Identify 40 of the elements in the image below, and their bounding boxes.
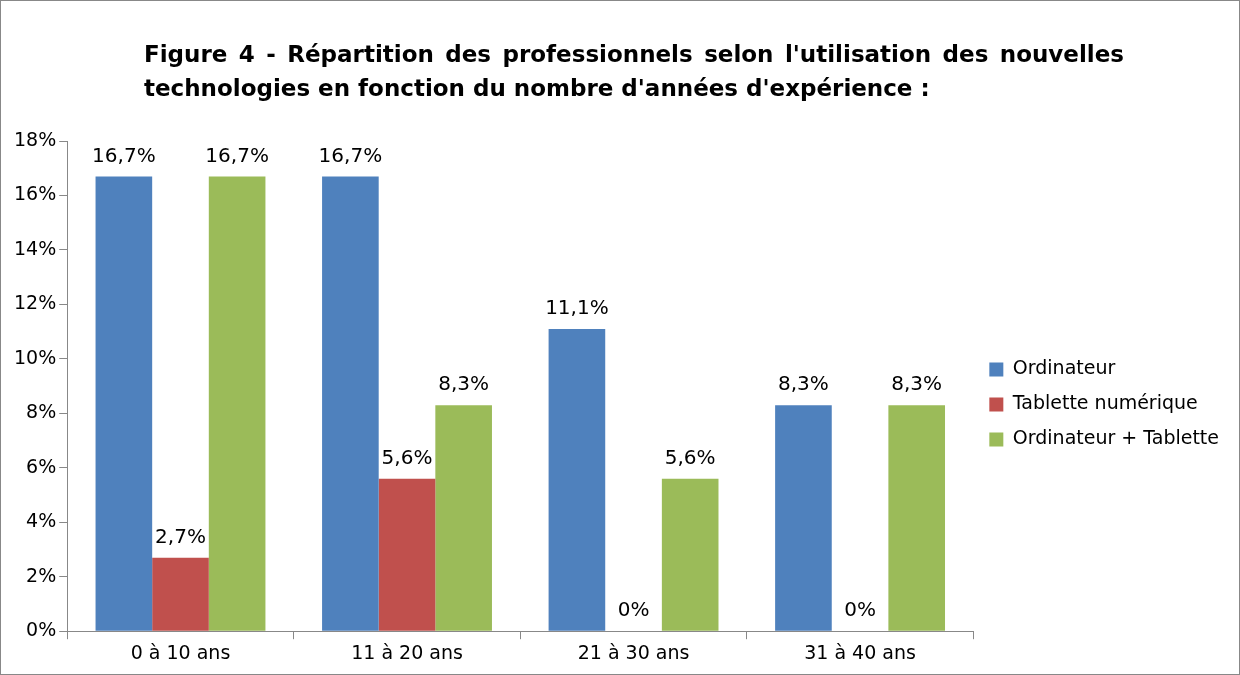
data-label: 5,6% bbox=[381, 444, 433, 469]
data-label: 0% bbox=[844, 597, 876, 622]
data-label: 5,6% bbox=[664, 444, 716, 469]
bar bbox=[95, 176, 153, 631]
y-tick-label: 6% bbox=[26, 454, 57, 477]
y-tick-label: 10% bbox=[14, 345, 57, 368]
data-label: 0% bbox=[617, 597, 650, 622]
data-label: 8,3% bbox=[891, 371, 943, 396]
bar bbox=[208, 176, 266, 631]
y-tick-label: 16% bbox=[14, 182, 57, 205]
x-tick-label: 0 à 10 ans bbox=[130, 640, 231, 663]
data-label: 2,7% bbox=[155, 523, 206, 548]
legend-label: Ordinateur + Tablette bbox=[1012, 426, 1219, 449]
y-tick-label: 18% bbox=[14, 127, 57, 150]
y-tick-label: 4% bbox=[26, 509, 57, 532]
bar bbox=[661, 478, 719, 631]
x-tick-label: 21 à 30 ans bbox=[577, 640, 690, 663]
y-tick-label: 12% bbox=[14, 291, 57, 314]
y-tick-label: 14% bbox=[14, 236, 57, 259]
y-tick-label: 0% bbox=[26, 618, 57, 641]
data-label: 8,3% bbox=[778, 371, 829, 396]
bar bbox=[378, 478, 436, 631]
data-label: 16,7% bbox=[92, 142, 156, 167]
bar bbox=[888, 405, 946, 631]
bar bbox=[152, 557, 209, 631]
data-label: 16,7% bbox=[318, 142, 383, 167]
data-label: 8,3% bbox=[438, 371, 490, 396]
data-label: 16,7% bbox=[205, 142, 269, 167]
bar bbox=[548, 328, 606, 631]
chart-title: Figure 4 - Répartition des professionnels selon l'utilisation des nouvelles technologies en fonction du nombre d'années d'expérience : bbox=[144, 40, 1124, 103]
bar bbox=[775, 405, 832, 631]
legend-label: Ordinateur bbox=[1012, 356, 1116, 379]
bar bbox=[322, 176, 379, 631]
y-tick-label: 8% bbox=[26, 400, 57, 423]
legend-label: Tablette numérique bbox=[1011, 391, 1198, 414]
data-label: 11,1% bbox=[545, 295, 609, 320]
x-tick-label: 11 à 20 ans bbox=[351, 640, 463, 663]
y-tick-label: 2% bbox=[26, 563, 57, 586]
x-tick-label: 31 à 40 ans bbox=[804, 640, 916, 663]
bar bbox=[435, 405, 492, 631]
